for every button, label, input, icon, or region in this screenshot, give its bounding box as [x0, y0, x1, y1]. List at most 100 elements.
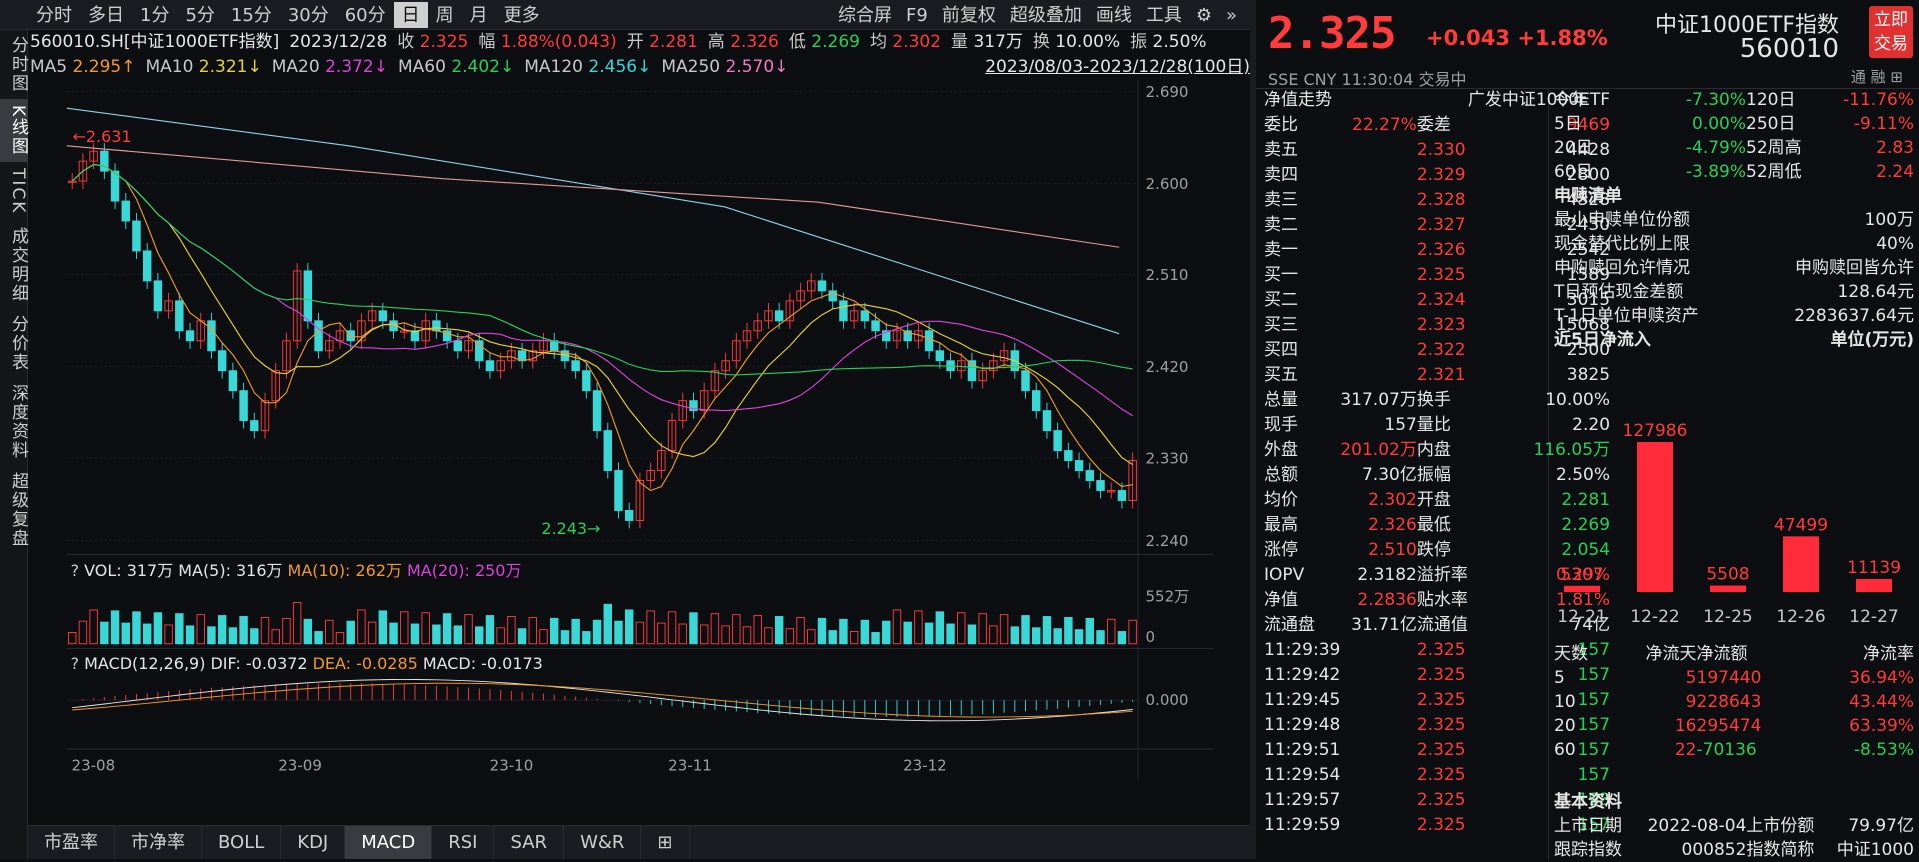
- indicator-tab-5[interactable]: RSI: [432, 826, 495, 859]
- indicator-tab-4[interactable]: MACD: [345, 826, 433, 859]
- sidebar-item-2[interactable]: TICK: [8, 168, 28, 215]
- sidebar-item-1[interactable]: K线图: [0, 99, 28, 163]
- month-tick: 23-10: [490, 757, 534, 775]
- indicator-tab-2[interactable]: BOLL: [202, 826, 282, 859]
- candle-body: [496, 360, 505, 372]
- toolbar-button-1[interactable]: F9: [906, 5, 928, 26]
- buy-row-cell: 15068: [1555, 315, 1611, 335]
- vol-bar: [153, 612, 163, 645]
- period-tab-3[interactable]: 5分: [185, 5, 215, 26]
- vol-bar: [935, 611, 945, 645]
- stat-row-cell: 现手: [1264, 415, 1298, 435]
- toolbar-button-3[interactable]: 超级叠加: [1009, 5, 1082, 26]
- indicator-tab-8[interactable]: ⊞: [641, 826, 690, 859]
- perf-row: 今年 -7.30% 120日 -11.76%: [1554, 88, 1914, 112]
- candle-body: [1085, 470, 1095, 481]
- period-tab-6[interactable]: 60分: [344, 5, 386, 26]
- date-range[interactable]: 2023/08/03-2023/12/28(100日): [985, 57, 1250, 77]
- candle-body: [571, 360, 580, 372]
- candle-body: [742, 330, 752, 342]
- vol-bar: [239, 616, 248, 645]
- fund-row-cell: 广发中证1000ETF: [1467, 90, 1611, 110]
- sg-label: 现金替代比例上限: [1554, 234, 1690, 254]
- basic-row-cell: 跟踪指数: [1554, 840, 1622, 860]
- dea-line: [72, 682, 1133, 718]
- sidebar-item-6[interactable]: 超级复盘: [8, 471, 28, 548]
- trade-now-button[interactable]: 立即交易: [1869, 6, 1913, 58]
- tick-row-cell: 2.325: [1416, 765, 1466, 785]
- period-tab-9[interactable]: 月: [469, 5, 488, 26]
- toolbar-button-0[interactable]: 综合屏: [838, 5, 893, 26]
- toolbar-button-5[interactable]: 工具: [1145, 5, 1182, 26]
- vol-bar: [967, 624, 977, 645]
- vol-bar: [710, 613, 720, 645]
- stat-row: 总量 317.07万 换手 10.00%: [1264, 388, 1610, 413]
- stat-row-cell: 74亿: [1571, 615, 1611, 635]
- vol-bar: [699, 624, 709, 645]
- period-tab-8[interactable]: 周: [435, 5, 454, 26]
- tick-row: 11:29:59 2.325 157: [1264, 813, 1610, 838]
- candle-body: [475, 340, 484, 362]
- vol-bar: [753, 615, 762, 645]
- candle-body: [807, 280, 816, 292]
- security-name: 中证1000ETF指数: [1655, 13, 1839, 38]
- period-tab-7[interactable]: 日: [393, 2, 428, 28]
- perf-row-cell: -3.89%: [1685, 162, 1747, 182]
- turn-label: 换: [1032, 32, 1050, 52]
- sidebar-item-5[interactable]: 深度资料: [8, 383, 28, 460]
- candle-body: [924, 330, 934, 352]
- sell-row: 卖三 2.328 4328: [1264, 188, 1610, 213]
- sell-row-cell: [1340, 238, 1416, 263]
- candle-body: [164, 300, 173, 312]
- candle-body: [185, 330, 195, 342]
- toolbar-button-7[interactable]: »: [1225, 5, 1237, 26]
- price-change: +0.043 +1.88%: [1426, 26, 1608, 50]
- indicator-tab-7[interactable]: W&R: [564, 826, 642, 859]
- candle-body: [699, 390, 709, 412]
- security-code-big: 560010: [1739, 34, 1839, 64]
- indicator-tab-1[interactable]: 市净率: [115, 826, 202, 859]
- sell-row-cell: 卖四: [1264, 165, 1298, 185]
- candle-body: [1096, 480, 1105, 491]
- period-tab-0[interactable]: 分时: [36, 5, 72, 26]
- indicator-tab-0[interactable]: 市盈率: [28, 826, 115, 859]
- sell-row-cell: 2.326: [1416, 240, 1466, 260]
- period-tab-1[interactable]: 多日: [88, 5, 124, 26]
- stat-row-cell: 2.50%: [1556, 465, 1611, 485]
- stat-row-cell: 1.81%: [1556, 590, 1611, 610]
- toolbar-button-6[interactable]: ⚙: [1195, 5, 1212, 26]
- candle-body: [624, 509, 634, 521]
- net-inflow-chart: 5307 12-21 127986 12-22 5508 12-25 47499 12-26 1…: [1557, 421, 1901, 627]
- vol-bar: [367, 621, 377, 645]
- stat-row: 总额 7.30亿 振幅 2.50%: [1264, 463, 1610, 488]
- indicator-tab-3[interactable]: KDJ: [281, 826, 346, 859]
- candle-body: [614, 470, 623, 511]
- sidebar-item-4[interactable]: 分价表: [8, 314, 28, 372]
- toolbar-button-4[interactable]: 画线: [1095, 5, 1132, 26]
- vol-tick-max: 552万: [1146, 587, 1190, 605]
- stat-row-cell: IOPV: [1264, 565, 1305, 585]
- period-tab-10[interactable]: 更多: [503, 5, 540, 26]
- vol-bar: [924, 622, 934, 645]
- kline-chart[interactable]: 2.690 2.600 2.510 2.420 2.330 2.240 ←2.631 2.24…: [30, 80, 1250, 780]
- vol-bar: [325, 619, 334, 645]
- vol-bar: [67, 632, 77, 645]
- buy-row-cell: [1340, 363, 1416, 388]
- sidebar-item-3[interactable]: 成交明细: [8, 226, 28, 303]
- candle-body: [721, 360, 730, 372]
- tick-row: 11:29:39 2.325 157: [1264, 638, 1610, 663]
- panel-divider[interactable]: [1250, 0, 1256, 859]
- flow-row-cell: -70136: [1696, 740, 1757, 760]
- flow-date: 12-26: [1776, 607, 1825, 627]
- vol-bar: [303, 618, 313, 645]
- vol-bar: [635, 621, 645, 645]
- period-tab-2[interactable]: 1分: [140, 5, 170, 26]
- toolbar-button-2[interactable]: 前复权: [941, 5, 996, 26]
- vol-bar: [292, 601, 302, 645]
- sidebar-item-0[interactable]: 分时图: [8, 36, 28, 93]
- vol-bar: [282, 617, 291, 645]
- period-tab-4[interactable]: 15分: [230, 5, 272, 26]
- indicator-tab-6[interactable]: SAR: [494, 826, 565, 859]
- change-pct: +1.88%: [1517, 26, 1608, 50]
- period-tab-5[interactable]: 30分: [287, 5, 329, 26]
